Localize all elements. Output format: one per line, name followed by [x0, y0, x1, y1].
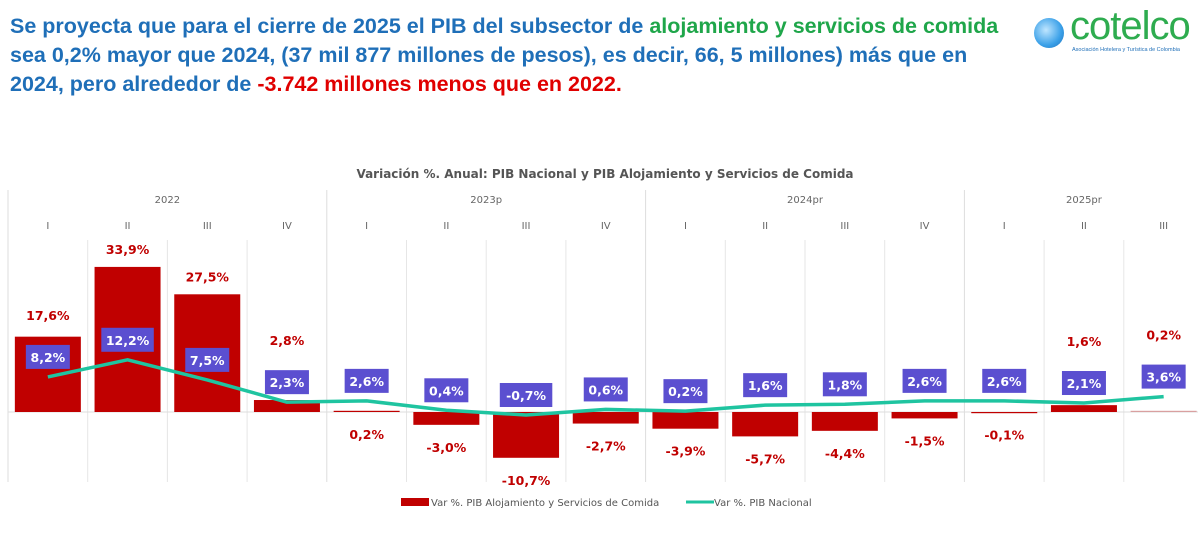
quarter-label: III — [1159, 221, 1168, 232]
alojamiento-label: 33,9% — [106, 242, 150, 257]
bar-13 — [1050, 405, 1117, 412]
alojamiento-label: 0,2% — [1146, 328, 1181, 343]
quarter-label: IV — [601, 221, 611, 232]
alojamiento-label: -1,5% — [905, 433, 945, 448]
bar-14 — [1130, 410, 1197, 412]
year-label: 2024pr — [787, 195, 824, 206]
headline-part2: alojamiento y servicios de comida — [649, 14, 999, 38]
year-label: 2023p — [470, 195, 502, 206]
nacional-label: 0,2% — [668, 384, 703, 399]
legend-line-label: Var %. PIB Nacional — [714, 498, 812, 509]
quarter-label: IV — [920, 221, 930, 232]
nacional-label: 2,6% — [349, 374, 384, 389]
nacional-label: 7,5% — [190, 353, 225, 368]
bar-3 — [253, 400, 320, 412]
nacional-label-box — [25, 344, 70, 369]
bar-8 — [652, 412, 719, 429]
nacional-label: 1,8% — [828, 377, 863, 392]
nacional-line — [47, 358, 1164, 417]
alojamiento-label: -5,7% — [745, 451, 785, 466]
bar-5 — [413, 412, 480, 425]
quarter-label: II — [443, 221, 449, 232]
logo-gem-icon — [1034, 18, 1064, 48]
nacional-label-box — [344, 368, 389, 393]
logo-subtitle: Asociación Hotelera y Turística de Colom… — [1072, 47, 1180, 53]
nacional-label: 3,6% — [1146, 370, 1181, 385]
nacional-label-box — [663, 379, 708, 404]
headline: Se proyecta que para el cierre de 2025 e… — [10, 12, 1010, 99]
nacional-label: 0,6% — [588, 382, 623, 397]
bar-11 — [891, 412, 958, 419]
alojamiento-label: -2,7% — [586, 439, 626, 454]
quarter-label: III — [203, 221, 212, 232]
legend-bar-swatch — [401, 498, 429, 506]
quarter-label: III — [840, 221, 849, 232]
alojamiento-label: -3,0% — [426, 440, 466, 455]
quarter-label: I — [1003, 221, 1006, 232]
quarter-label: II — [762, 221, 768, 232]
nacional-label: 2,1% — [1067, 376, 1102, 391]
nacional-label: 1,6% — [748, 378, 783, 393]
alojamiento-label: 1,6% — [1067, 334, 1102, 349]
bar-12 — [971, 412, 1038, 414]
bar-10 — [811, 412, 878, 431]
quarter-label: I — [684, 221, 687, 232]
nacional-label: 2,3% — [270, 375, 305, 390]
nacional-label: 0,4% — [429, 383, 464, 398]
alojamiento-label: -10,7% — [502, 473, 551, 488]
nacional-label: -0,7% — [506, 388, 546, 403]
quarter-label: II — [125, 221, 131, 232]
nacional-label-box — [902, 368, 947, 393]
year-label: 2022 — [155, 195, 180, 206]
alojamiento-label: 17,6% — [26, 308, 70, 323]
headline-part3: sea 0,2% mayor que 2024, (37 mil 877 mil… — [10, 43, 968, 96]
legend-bar-label: Var %. PIB Alojamiento y Servicios de Co… — [431, 498, 659, 509]
nacional-label: 2,6% — [987, 374, 1022, 389]
nacional-label-box — [101, 327, 154, 352]
quarter-label: II — [1081, 221, 1087, 232]
nacional-label: 12,2% — [106, 333, 150, 348]
nacional-label-box — [264, 370, 309, 395]
nacional-label-box — [982, 368, 1027, 393]
nacional-label: 2,6% — [907, 374, 942, 389]
headline-part4: -3.742 millones menos que en 2022. — [257, 72, 622, 96]
nacional-label-box — [1141, 364, 1186, 389]
alojamiento-label: 27,5% — [186, 269, 230, 284]
year-label: 2025pr — [1066, 195, 1103, 206]
cotelco-logo: cotelco Asociación Hotelera y Turística … — [1032, 4, 1200, 62]
alojamiento-label: -4,4% — [825, 446, 865, 461]
logo-word: cotelco — [1070, 4, 1191, 48]
quarter-label: I — [365, 221, 368, 232]
quarter-label: I — [46, 221, 49, 232]
alojamiento-label: -3,9% — [666, 444, 706, 459]
bar-6 — [493, 412, 560, 458]
nacional-label: 8,2% — [31, 350, 66, 365]
nacional-label-box — [499, 382, 553, 407]
bar-7 — [572, 412, 639, 424]
nacional-label-box — [743, 373, 788, 398]
nacional-label-box — [822, 372, 867, 397]
nacional-label-box — [185, 347, 230, 372]
nacional-label-box — [1061, 371, 1106, 396]
quarter-label: IV — [282, 221, 292, 232]
nacional-label-box — [424, 378, 469, 403]
headline-part1: Se proyecta que para el cierre de 2025 e… — [10, 14, 650, 38]
alojamiento-label: -0,1% — [984, 427, 1024, 442]
legend: Var %. PIB Alojamiento y Servicios de Co… — [401, 498, 812, 509]
alojamiento-label: 0,2% — [349, 427, 384, 442]
bar-9 — [732, 412, 799, 437]
bar-4 — [333, 410, 400, 412]
alojamiento-label: 2,8% — [270, 333, 305, 348]
nacional-label-box — [583, 377, 628, 402]
chart-title: Variación %. Anual: PIB Nacional y PIB A… — [356, 167, 853, 181]
quarter-label: III — [522, 221, 531, 232]
